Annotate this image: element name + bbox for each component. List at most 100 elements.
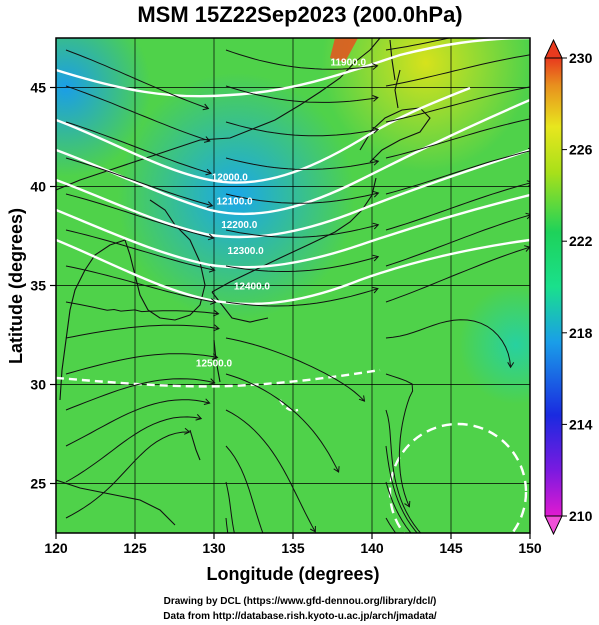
streamline-arrow	[203, 398, 211, 405]
streamline-arrow	[205, 168, 213, 176]
streamline	[65, 121, 212, 174]
colorbar-tick-label: 222	[569, 233, 593, 249]
streamline	[225, 481, 235, 533]
colorbar-tick-label: 214	[569, 416, 593, 432]
credit-data: Data from http://database.rish.kyoto-u.a…	[163, 611, 437, 622]
contour-labels: 12000.0 12100.0 12200.0 12300.0 12400.0 12500…	[196, 58, 367, 370]
x-tick-label: 145	[439, 540, 463, 556]
streamline-arrow	[203, 136, 211, 143]
contour-label: 12500.0	[196, 359, 233, 370]
streamline	[225, 373, 340, 473]
streamline-arrow	[358, 395, 366, 402]
height-contours	[56, 38, 530, 533]
figure-title: MSM 15Z22Sep2023 (200.0hPa)	[137, 2, 462, 27]
colorbar-top-arrow	[544, 38, 563, 59]
streamline-arrow	[372, 286, 379, 294]
contour-label: 12000.0	[212, 173, 249, 184]
streamline	[225, 337, 365, 402]
streamline-arrow	[508, 590, 513, 596]
streamline-arrow	[208, 378, 216, 385]
streamline-arrow	[213, 309, 220, 317]
streamline-arrow	[210, 298, 217, 305]
streamline	[225, 445, 264, 533]
contour-label: 12300.0	[228, 246, 265, 257]
streamline	[385, 409, 422, 533]
y-tick-label: 30	[30, 377, 46, 393]
streamline-arrow	[372, 126, 380, 134]
x-axis-label: Longitude (degrees)	[206, 564, 379, 584]
streamline-arrow	[525, 212, 530, 220]
streamline	[225, 288, 379, 307]
streamline-arrow	[309, 525, 316, 533]
streamline	[385, 54, 530, 87]
hot-spot	[330, 38, 358, 62]
streamline	[385, 118, 530, 159]
streamline	[225, 157, 379, 170]
streamline-arrow	[195, 414, 203, 421]
streamline	[385, 246, 530, 303]
wind-streamlines	[65, 20, 537, 596]
streamline	[65, 431, 190, 519]
streamline-arrow	[372, 222, 380, 230]
colorbar-scale	[544, 57, 563, 517]
streamline	[65, 416, 202, 483]
colorbar: 210 214 218 222 226 230	[544, 38, 593, 536]
streamline	[65, 49, 209, 109]
streamline-arrow	[489, 573, 494, 579]
streamline-arrow	[433, 544, 439, 549]
x-axis-ticks: 120 125 130 135 140 145 150	[44, 533, 542, 556]
credit-drawing: Drawing by DCL (https://www.gfd-dennou.o…	[164, 596, 437, 607]
y-axis-ticks: 25 30 35 40 45	[30, 80, 56, 492]
streamline-arrow	[372, 95, 379, 102]
y-tick-label: 40	[30, 179, 46, 195]
streamline	[385, 150, 530, 195]
streamline	[385, 373, 414, 507]
streamline-arrow	[213, 324, 220, 332]
streamline	[65, 399, 210, 447]
y-tick-label: 45	[30, 80, 46, 96]
streamline	[65, 193, 214, 239]
contour-label: 12400.0	[234, 281, 271, 292]
streamline-arrow	[372, 63, 379, 70]
streamline-arrow	[372, 158, 380, 166]
colorbar-tick-label: 230	[569, 50, 593, 66]
contour-label: 11900.0	[330, 58, 366, 69]
x-tick-label: 135	[281, 540, 305, 556]
streamline	[65, 324, 219, 339]
streamline	[225, 224, 379, 238]
streamline	[225, 192, 379, 204]
colorbar-bottom-arrow	[544, 515, 563, 536]
streamline-arrow	[206, 201, 214, 208]
streamline	[225, 85, 378, 103]
colorbar-tick-label: 218	[569, 325, 593, 341]
streamline	[225, 121, 379, 137]
streamline	[385, 445, 418, 533]
streamline	[65, 378, 215, 411]
colorbar-tick-label: 226	[569, 142, 593, 158]
lat-lon-grid	[56, 38, 530, 533]
streamline-arrow	[372, 190, 380, 198]
streamline	[65, 229, 215, 271]
streamline-arrow	[532, 20, 537, 26]
streamline-arrow	[372, 254, 380, 262]
streamline	[65, 301, 219, 315]
streamline-arrow	[207, 233, 215, 241]
streamline	[65, 265, 216, 303]
streamline	[65, 85, 210, 142]
y-tick-label: 35	[30, 278, 46, 294]
x-tick-label: 150	[518, 540, 542, 556]
streamline	[385, 182, 530, 231]
streamline-arrow	[333, 466, 340, 473]
streamline	[225, 409, 316, 533]
contour-label: 12200.0	[221, 220, 258, 231]
x-tick-label: 125	[123, 540, 147, 556]
x-tick-label: 130	[202, 540, 226, 556]
x-tick-label: 120	[44, 540, 68, 556]
streamline	[225, 256, 379, 272]
streamline-arrow	[202, 103, 210, 111]
streamline	[65, 157, 213, 207]
map-panel: 12000.0 12100.0 12200.0 12300.0 12400.0 12500…	[56, 20, 537, 596]
streamline-arrow	[184, 427, 191, 435]
